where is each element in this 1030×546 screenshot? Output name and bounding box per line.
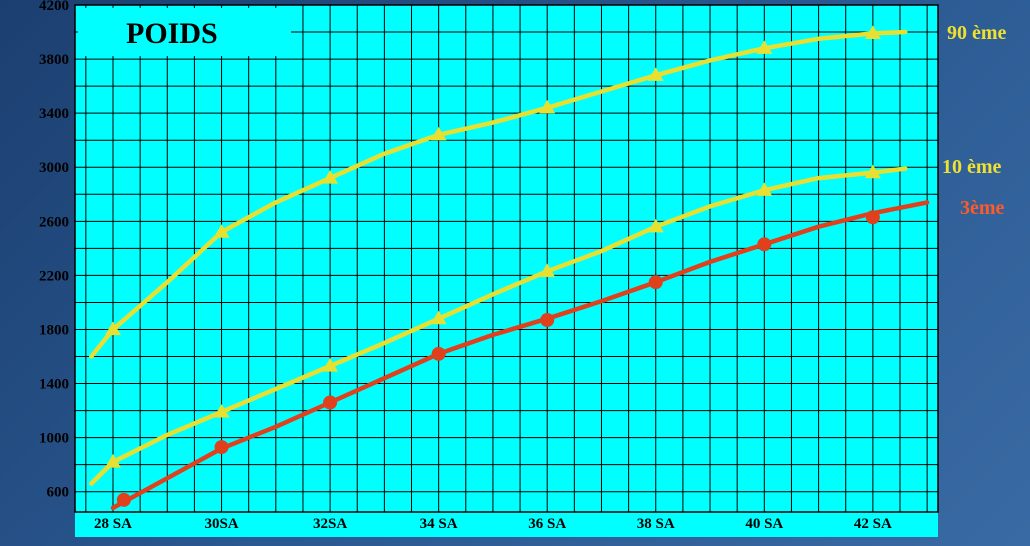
y-tick-label: 3400 <box>39 106 69 122</box>
data-point-triangle <box>430 126 447 141</box>
data-point-triangle <box>322 357 339 372</box>
y-tick-label: 2600 <box>39 214 69 230</box>
series-line <box>89 29 908 359</box>
data-point-triangle <box>104 453 121 468</box>
data-point-triangle <box>213 403 230 418</box>
x-axis-ticks: 28 SA 30SA 32SA 34 SA 36 SA 38 SA 40 SA 42 SA <box>94 516 892 532</box>
data-point-triangle <box>213 224 230 238</box>
data-point-triangle <box>430 310 447 325</box>
x-tick-label: 32SA <box>313 516 347 532</box>
x-tick-label: 28 SA <box>94 516 132 532</box>
data-point-circle <box>116 492 131 507</box>
legend-label: 90 ème <box>947 22 1007 44</box>
data-point-circle <box>323 395 338 410</box>
data-point-circle <box>540 313 555 328</box>
title-box <box>78 8 291 56</box>
y-tick-label: 4200 <box>39 0 69 14</box>
x-tick-label: 40 SA <box>745 516 783 532</box>
x-tick-label: 42 SA <box>854 516 892 532</box>
y-tick-label: 1800 <box>39 322 69 338</box>
y-tick-label: 3000 <box>39 160 69 176</box>
data-point-circle <box>431 346 446 361</box>
legend-label: 3ème <box>960 197 1005 219</box>
data-point-triangle <box>539 99 556 114</box>
legend-label: 10 ème <box>942 156 1002 178</box>
x-tick-label: 36 SA <box>528 516 566 532</box>
data-point-triangle <box>104 321 121 336</box>
data-point-triangle <box>322 170 339 184</box>
legend: 90 ème 10 ème 3ème <box>942 22 1007 219</box>
y-tick-label: 600 <box>47 485 70 501</box>
series-line <box>89 166 908 486</box>
data-point-triangle <box>756 182 773 196</box>
data-point-circle <box>214 440 229 455</box>
plot-frame <box>74 4 939 513</box>
data-point-circle <box>865 210 880 225</box>
y-tick-label: 1400 <box>39 377 69 393</box>
x-tick-label: 38 SA <box>637 516 675 532</box>
data-point-circle <box>648 275 663 290</box>
data-point-circle <box>757 237 772 252</box>
series-group <box>89 25 930 511</box>
series-line <box>110 200 930 511</box>
x-tick-label: 34 SA <box>420 516 458 532</box>
data-point-triangle <box>539 263 556 277</box>
data-point-triangle <box>864 25 881 39</box>
y-tick-label: 1000 <box>39 431 69 447</box>
grid <box>74 4 939 513</box>
y-tick-label: 2200 <box>39 268 69 284</box>
x-tick-label: 30SA <box>204 516 238 532</box>
data-point-triangle <box>756 40 773 54</box>
chart-title: POIDS <box>126 17 218 50</box>
data-point-triangle <box>647 67 664 81</box>
y-tick-label: 3800 <box>39 52 69 68</box>
data-point-triangle <box>647 218 664 233</box>
y-axis-ticks: 600 1000 1400 1800 2200 2600 3000 3400 3800 4200 <box>39 0 69 501</box>
data-point-triangle <box>864 164 881 179</box>
